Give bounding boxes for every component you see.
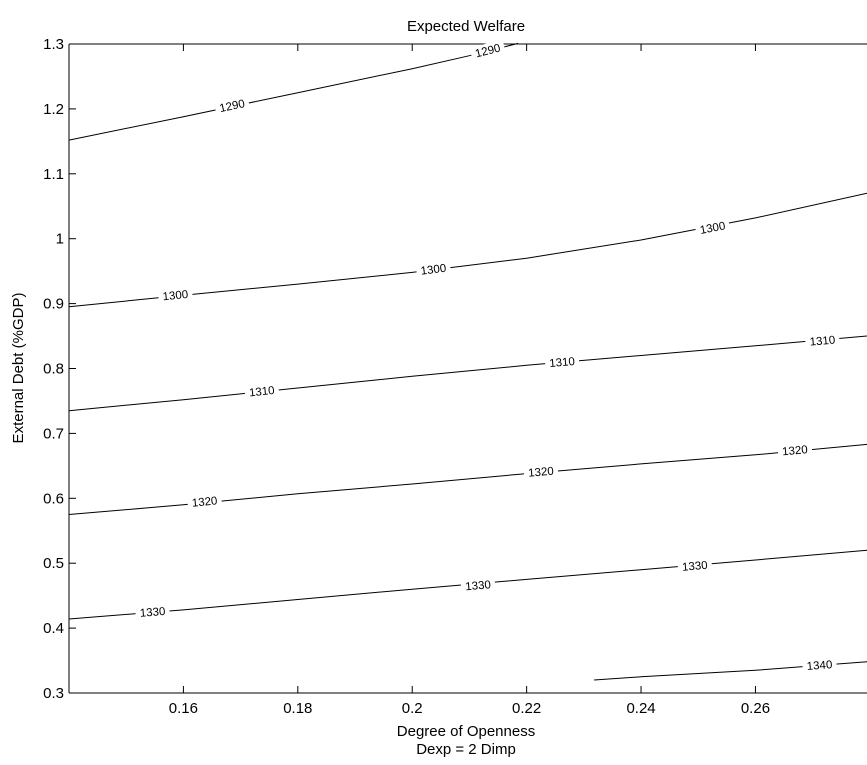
contour-label-1300: 1300	[420, 263, 447, 278]
contour-label-1300: 1300	[699, 220, 726, 237]
y-tick-label: 0.3	[43, 685, 64, 702]
contour-label-gap	[469, 39, 506, 62]
contour-label-1310: 1310	[809, 335, 836, 349]
plot-area: 0.3 0.4 0.5 0.6 0.7 0.8 0.9 1 1.1 1.2 1.3 0.16 0.18 0…	[43, 36, 867, 717]
y-tick-label: 1.3	[43, 36, 64, 53]
y-tick-label: 0.7	[43, 425, 64, 442]
contour-label-1310: 1310	[249, 385, 276, 400]
x-tick-label: 0.16	[169, 700, 198, 717]
contour-label-1320: 1320	[191, 495, 218, 509]
contour-label-gap	[157, 286, 194, 304]
contour-label-gap	[777, 441, 813, 459]
y-tick-label: 1.1	[43, 166, 64, 183]
contour-label-gap	[694, 217, 731, 238]
contour-label-gap	[460, 576, 496, 594]
chart-title: Expected Welfare	[407, 18, 525, 35]
contour-label-1310: 1310	[549, 356, 576, 370]
contour-label-gap	[802, 656, 837, 674]
contour-label-1340: 1340	[806, 659, 832, 673]
contour-label-1290: 1290	[218, 98, 246, 115]
y-tick-label: 0.9	[43, 296, 64, 313]
x-tick-label: 0.2	[402, 700, 423, 717]
contour-label-gap	[677, 557, 713, 575]
x-tick-label: 0.22	[512, 700, 541, 717]
contour-label-1330: 1330	[139, 606, 165, 620]
contour-label-1330: 1330	[682, 560, 709, 574]
contour-label-gap	[213, 95, 251, 116]
x-axis-title: Degree of Openness	[397, 723, 535, 740]
contour-label-gap	[544, 353, 580, 371]
y-tick-label: 0.8	[43, 361, 64, 378]
contour-label-gap	[415, 260, 452, 279]
y-tick-label: 1.2	[43, 101, 64, 118]
x-axis-subtitle: Dexp = 2 Dimp	[416, 741, 516, 758]
x-tick-label: 0.18	[283, 700, 312, 717]
y-tick-label: 1	[56, 231, 64, 248]
contour-label-1320: 1320	[528, 466, 555, 480]
x-tick-label: 0.24	[626, 700, 655, 717]
contour-label-1300: 1300	[162, 289, 189, 304]
contour-label-gap	[804, 332, 840, 350]
y-tick-label: 0.4	[43, 620, 64, 637]
y-axis-title: External Debt (%GDP)	[10, 293, 27, 444]
contour-label-gap	[186, 492, 223, 511]
x-tick-label: 0.26	[741, 700, 770, 717]
contour-label-gap	[523, 463, 559, 481]
y-tick-label: 0.5	[43, 555, 64, 572]
contour-line-1310	[68, 335, 867, 412]
contour-label-gap	[135, 603, 171, 621]
contour-label-1330: 1330	[465, 579, 492, 593]
contour-line-1300	[68, 192, 867, 308]
contour-label-1320: 1320	[782, 444, 809, 458]
y-tick-label: 0.6	[43, 490, 64, 507]
contour-label-gap	[244, 382, 280, 400]
